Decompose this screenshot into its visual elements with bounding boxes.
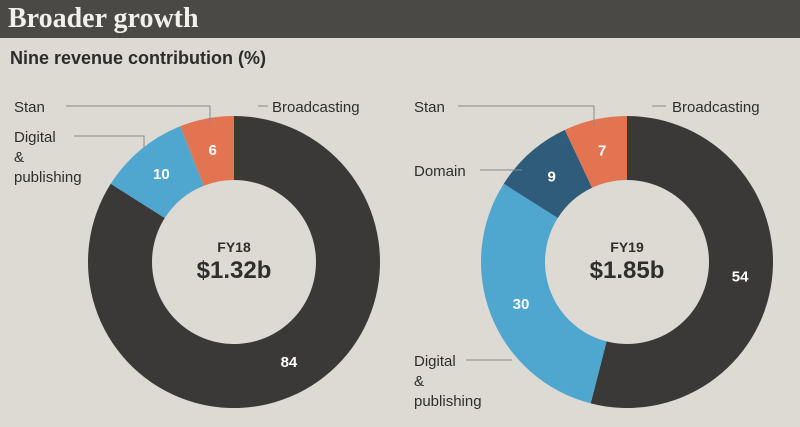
label-digital-fy19-1: Digital: [414, 353, 456, 370]
label-stan-fy19: Stan: [414, 99, 445, 116]
value-label-broadcasting-0: 84: [281, 354, 298, 371]
center-label-fy19: FY19: [610, 239, 644, 255]
label-digital-fy19-2: &: [414, 373, 424, 390]
leader-stan-fy19: [458, 105, 595, 126]
label-stan-fy18: Stan: [14, 99, 45, 116]
value-label-stan-1: 7: [598, 143, 606, 160]
slice-stan-0: [180, 116, 234, 186]
leader-digital-fy18: [74, 135, 145, 148]
chart-fy18: 84 10 6 FY18 $1.32b Stan Broadcasting Digi…: [14, 99, 381, 408]
label-domain-fy19: Domain: [414, 163, 466, 180]
value-label-domain-1: 9: [547, 168, 555, 185]
chart-subtitle: Nine revenue contribution (%): [10, 48, 267, 68]
label-broadcasting-fy19: Broadcasting: [672, 99, 760, 116]
slice-digital-publishing-0: [110, 126, 204, 219]
center-label-fy18: FY18: [217, 239, 251, 255]
label-digital-fy18-3: publishing: [14, 169, 82, 186]
slice-broadcasting-1: [590, 116, 774, 409]
value-label-digital-publishing-1: 30: [513, 296, 530, 313]
value-label-stan-0: 6: [208, 142, 216, 159]
slice-digital-publishing-1: [480, 183, 607, 404]
label-digital-fy19-3: publishing: [414, 393, 482, 410]
slice-domain-1: [503, 129, 593, 219]
leader-stan-fy18: [66, 105, 211, 124]
slice-stan-1: [564, 116, 627, 188]
header-bar: Broader growth: [0, 0, 800, 38]
center-value-fy19: $1.85b: [590, 257, 665, 284]
center-value-fy18: $1.32b: [197, 257, 272, 284]
chart-fy19: 54 30 9 7 FY19 $1.85b Stan Broadcasting Dom…: [414, 99, 774, 410]
label-broadcasting-fy18: Broadcasting: [272, 99, 360, 116]
label-digital-fy18-1: Digital: [14, 129, 56, 146]
value-label-digital-publishing-0: 10: [153, 166, 170, 183]
slice-broadcasting-0: [87, 116, 381, 408]
page-title: Broader growth: [8, 3, 199, 34]
value-label-broadcasting-1: 54: [732, 268, 749, 285]
label-digital-fy18-2: &: [14, 149, 24, 166]
